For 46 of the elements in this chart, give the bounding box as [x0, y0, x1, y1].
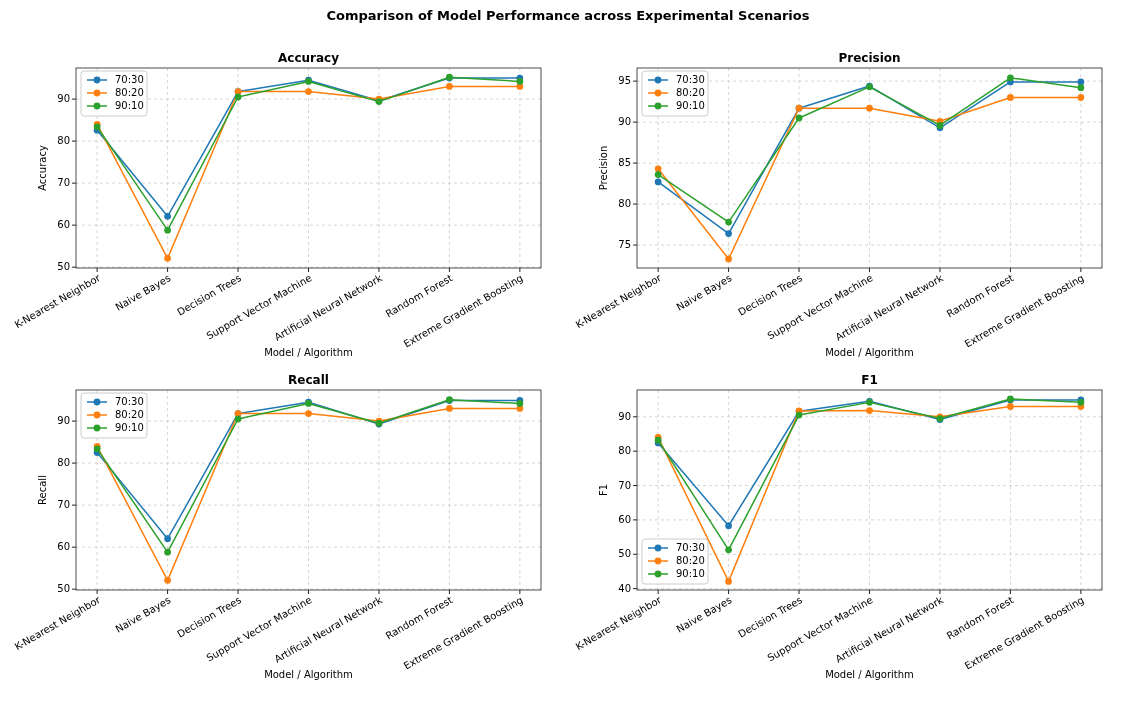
y-axis-title: F1 — [598, 483, 609, 497]
legend-label: 80:20 — [676, 555, 705, 567]
legend-label: 90:10 — [676, 568, 705, 580]
y-tick-label: 40 — [618, 582, 631, 594]
legend-label: 90:10 — [115, 422, 144, 434]
y-tick-label: 80 — [618, 198, 631, 210]
chart-title: Precision — [838, 51, 901, 65]
y-tick-label: 80 — [618, 445, 631, 457]
y-tick-label: 95 — [618, 75, 631, 87]
y-tick-label: 60 — [618, 514, 631, 526]
legend-label: 70:30 — [115, 396, 144, 408]
y-tick-label: 90 — [57, 93, 70, 105]
x-axis-title: Model / Algorithm — [825, 347, 914, 358]
chart-title: Recall — [288, 373, 329, 387]
text: Comparison of Model Performance across Experimental Scenarios — [326, 8, 810, 23]
y-tick-label: 90 — [618, 411, 631, 422]
chart-title: Accuracy — [277, 51, 340, 65]
y-tick-label: 50 — [57, 261, 70, 273]
x-axis-title: Model / Algorithm — [264, 669, 353, 680]
y-tick-label: 70 — [618, 479, 631, 491]
y-tick-label: 50 — [618, 548, 631, 560]
x-axis-title: Model / Algorithm — [825, 669, 914, 680]
legend-label: 80:20 — [115, 87, 144, 99]
y-axis-title: Accuracy — [37, 145, 48, 191]
y-tick-label: 60 — [57, 541, 70, 553]
legend-label: 80:20 — [676, 87, 705, 99]
y-tick-label: 50 — [57, 583, 70, 595]
y-tick-label: 70 — [57, 177, 70, 189]
y-tick-label: 85 — [618, 157, 631, 169]
legend-label: 70:30 — [115, 74, 144, 86]
y-axis-title: Recall — [37, 475, 48, 505]
y-tick-label: 90 — [618, 116, 631, 128]
y-tick-label: 70 — [57, 499, 70, 511]
y-tick-label: 80 — [57, 135, 70, 147]
legend-label: 90:10 — [676, 100, 705, 112]
y-tick-label: 60 — [57, 219, 70, 231]
legend-label: 90:10 — [115, 100, 144, 112]
x-axis-title: Model / Algorithm — [264, 347, 353, 358]
y-tick-label: 80 — [57, 457, 70, 469]
y-axis-title: Precision — [598, 145, 609, 191]
y-tick-label: 90 — [57, 415, 70, 427]
chart-title: F1 — [861, 373, 878, 387]
legend-label: 70:30 — [676, 542, 705, 554]
legend-label: 70:30 — [676, 74, 705, 86]
legend-label: 80:20 — [115, 409, 144, 421]
y-tick-label: 75 — [618, 239, 631, 251]
